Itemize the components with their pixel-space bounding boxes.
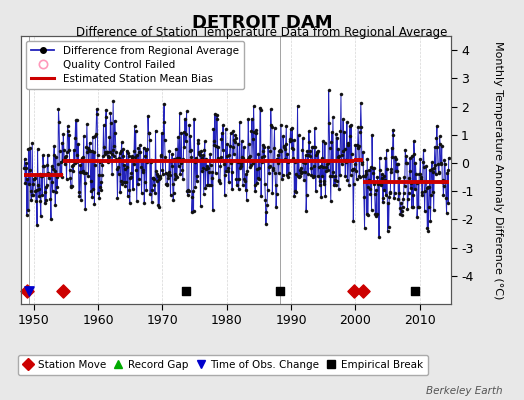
Text: DETROIT DAM: DETROIT DAM (192, 14, 332, 32)
Text: Berkeley Earth: Berkeley Earth (427, 386, 503, 396)
Y-axis label: Monthly Temperature Anomaly Difference (°C): Monthly Temperature Anomaly Difference (… (493, 41, 503, 299)
Point (350, 288, 358, 294)
Point (23, 288, 31, 294)
Point (359, 288, 367, 294)
Point (181, 288, 190, 294)
Legend: Station Move, Record Gap, Time of Obs. Change, Empirical Break: Station Move, Record Gap, Time of Obs. C… (18, 355, 428, 375)
Text: Difference of Station Temperature Data from Regional Average: Difference of Station Temperature Data f… (77, 26, 447, 39)
Point (59, 288, 67, 294)
Point (25, 288, 33, 294)
Point (411, 288, 419, 294)
Point (276, 288, 285, 294)
